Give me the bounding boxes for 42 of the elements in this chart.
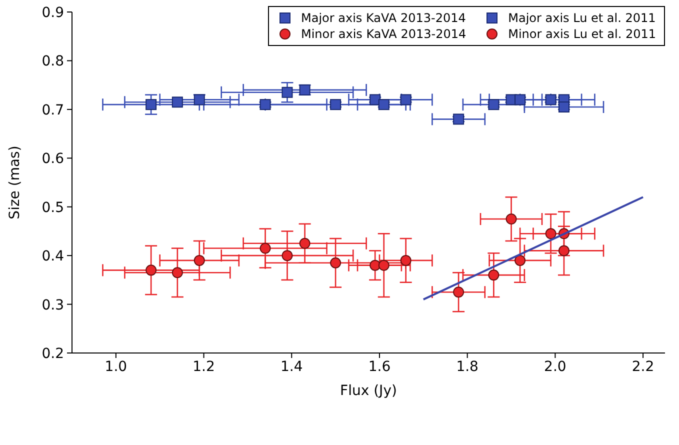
point bbox=[378, 260, 390, 271]
y-tick-label: 0.7 bbox=[42, 102, 64, 118]
point bbox=[260, 242, 271, 254]
y-tick-label: 0.2 bbox=[42, 346, 64, 362]
point bbox=[400, 254, 412, 266]
point bbox=[260, 99, 271, 110]
y-axis-title: Size (mas) bbox=[6, 146, 23, 220]
point bbox=[370, 260, 381, 271]
x-tick-label: 1.8 bbox=[456, 358, 478, 375]
point bbox=[282, 250, 293, 262]
point bbox=[172, 267, 183, 278]
x-tick-label: 1.2 bbox=[192, 358, 215, 375]
y-tick-label: 0.3 bbox=[42, 297, 64, 314]
x-tick-label: 1.4 bbox=[280, 358, 303, 375]
point bbox=[194, 254, 205, 266]
legend-label: Minor axis Lu et al. 2011 bbox=[508, 27, 656, 41]
point bbox=[282, 86, 293, 98]
legend-label: Major axis Lu et al. 2011 bbox=[508, 11, 656, 25]
point bbox=[488, 270, 500, 281]
x-tick-label: 1.0 bbox=[104, 358, 128, 375]
y-tick-label: 0.8 bbox=[42, 54, 64, 70]
point bbox=[146, 264, 157, 276]
x-tick-label: 2.2 bbox=[632, 358, 654, 375]
point bbox=[506, 214, 517, 225]
x-axis-title: Flux (Jy) bbox=[340, 383, 397, 399]
y-tick-label: 0.9 bbox=[42, 4, 64, 21]
point bbox=[514, 254, 526, 266]
point bbox=[146, 99, 157, 110]
y-tick-label: 0.6 bbox=[42, 151, 64, 168]
point bbox=[330, 257, 342, 268]
legend-label: Major axis KaVA 2013-2014 bbox=[300, 11, 466, 25]
y-tick-label: 0.5 bbox=[42, 200, 64, 216]
point bbox=[453, 286, 464, 298]
x-tick-label: 1.6 bbox=[368, 358, 391, 375]
point bbox=[330, 99, 342, 110]
y-tick-label: 0.4 bbox=[42, 248, 64, 265]
point bbox=[299, 238, 310, 249]
x-tick-label: 2.0 bbox=[544, 358, 566, 375]
point bbox=[545, 228, 556, 240]
point bbox=[453, 114, 464, 125]
legend-label: Minor axis KaVA 2013-2014 bbox=[300, 27, 466, 41]
point bbox=[172, 96, 183, 108]
